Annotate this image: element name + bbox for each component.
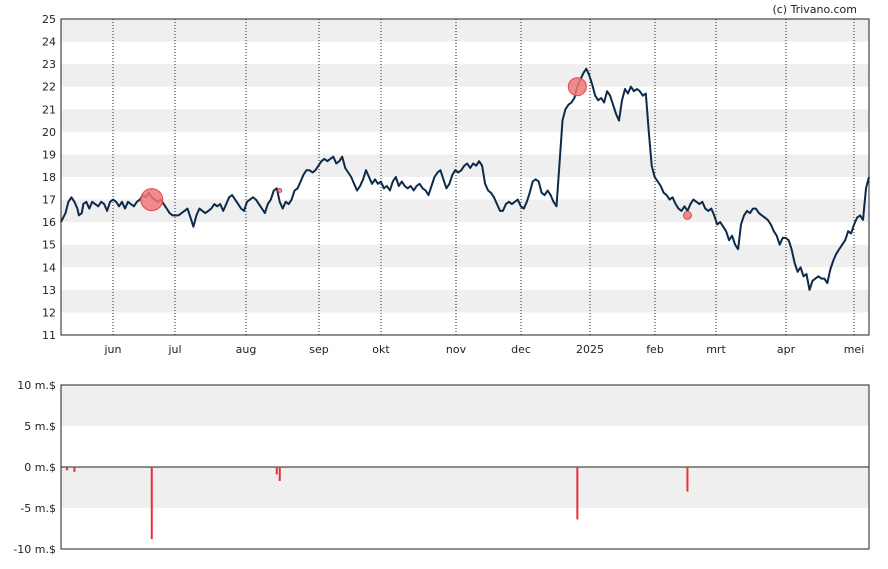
volume-frame [60, 384, 870, 550]
y-tick-label: 12 [42, 306, 56, 319]
x-tick-label: dec [511, 343, 531, 356]
x-tick-label: jul [167, 343, 181, 356]
x-tick-label: nov [446, 343, 467, 356]
insider-marker [567, 77, 587, 97]
y-tick-label: 15 [42, 239, 56, 252]
price-band [61, 289, 869, 313]
volume-band [61, 385, 869, 426]
x-tick-label: apr [777, 343, 796, 356]
volume-y-tick-label: 10 m.$ [17, 379, 56, 392]
price-band [61, 64, 869, 87]
x-tick-label: mei [844, 343, 865, 356]
x-tick-label: okt [372, 343, 390, 356]
insider-marker [140, 188, 164, 212]
volume-y-tick-label: 5 m.$ [24, 420, 56, 433]
volume-y-tick-label: -10 m.$ [13, 543, 56, 556]
volume-band [61, 467, 869, 508]
insider-volume-panel: 10 m.$ 5 m.$ 0 m.$ -5 m.$ -10 m.$ [13, 379, 870, 556]
x-tick-label: sep [309, 343, 328, 356]
y-tick-label: 18 [42, 171, 56, 184]
y-tick-label: 24 [42, 36, 56, 49]
y-tick-label: 13 [42, 284, 56, 297]
price-panel: jun jul aug sep okt nov dec 2025 feb mrt apr mei111… [42, 13, 870, 356]
x-tick-label: 2025 [576, 343, 604, 356]
x-tick-label: aug [236, 343, 257, 356]
volume-y-tick-label: -5 m.$ [20, 502, 56, 515]
y-tick-label: 11 [42, 329, 56, 342]
y-tick-label: 23 [42, 58, 56, 71]
y-tick-label: 20 [42, 126, 56, 139]
y-tick-label: 17 [42, 194, 56, 207]
price-band [61, 199, 869, 223]
y-tick-label: 14 [42, 261, 56, 274]
insider-marker [682, 210, 692, 220]
y-tick-label: 25 [42, 13, 56, 26]
price-band [61, 19, 869, 42]
volume-y-tick-label: 0 m.$ [24, 461, 56, 474]
watermark: (c) Trivano.com [772, 3, 857, 16]
y-tick-label: 21 [42, 103, 56, 116]
price-frame [60, 18, 870, 336]
price-band [61, 109, 869, 132]
y-tick-label: 16 [42, 216, 56, 229]
x-tick-label: feb [646, 343, 664, 356]
insider-marker [277, 188, 283, 194]
price-band [61, 244, 869, 268]
y-tick-label: 22 [42, 81, 56, 94]
x-tick-label: mrt [706, 343, 726, 356]
y-tick-label: 19 [42, 148, 56, 161]
x-tick-label: jun [104, 343, 122, 356]
price-series-line [60, 67, 870, 291]
